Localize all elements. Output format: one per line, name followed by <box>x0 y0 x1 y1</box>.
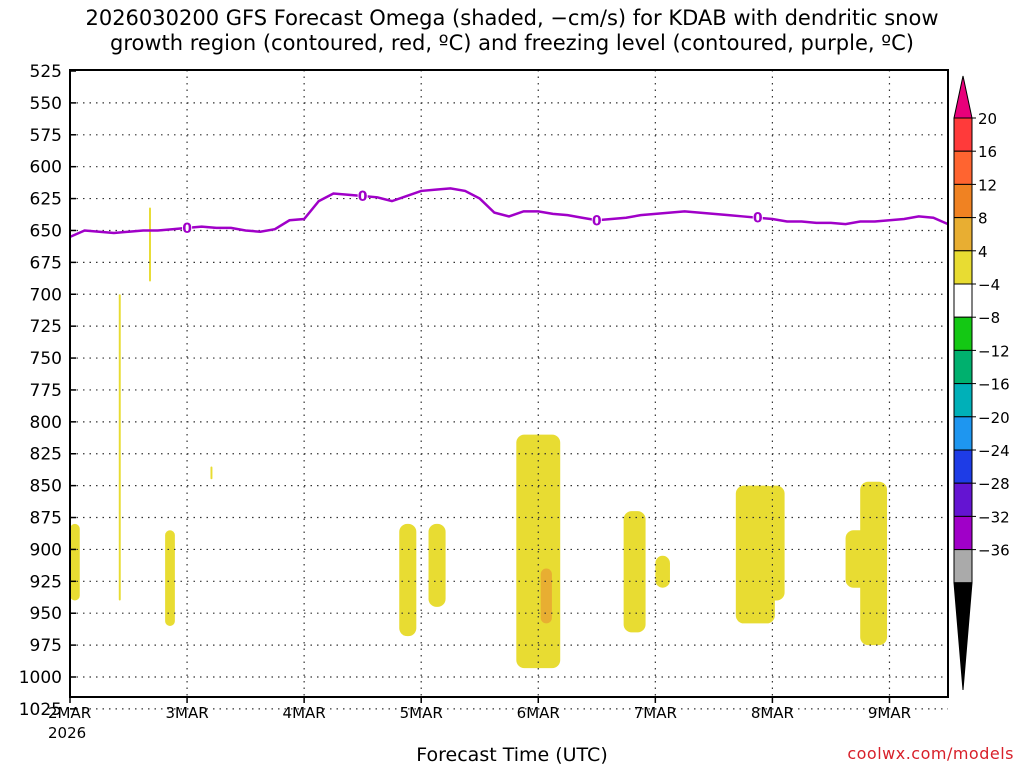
omega-region <box>540 568 552 624</box>
colorbar-swatch <box>953 117 973 152</box>
y-tick-label: 800 <box>30 413 62 433</box>
colorbar-swatch <box>953 250 973 285</box>
colorbar-swatch <box>953 316 973 351</box>
y-tick-label: 950 <box>30 604 62 624</box>
freezing-level-label-bg <box>752 209 763 225</box>
colorbar-bottom-arrow <box>953 582 973 691</box>
y-tick-label: 600 <box>30 158 62 178</box>
freezing-level-label-bg <box>182 219 193 235</box>
colorbar-label: −24 <box>978 442 1010 460</box>
y-tick-label: 575 <box>30 126 62 146</box>
colorbar-label: 20 <box>978 110 997 128</box>
x-tick-label: 4MAR <box>283 704 326 722</box>
colorbar-label: −20 <box>978 409 1010 427</box>
freezing-level-label-bg <box>591 212 602 228</box>
omega-region <box>70 523 80 601</box>
y-tick-label: 625 <box>30 190 62 210</box>
omega-region <box>623 511 646 633</box>
colorbar-swatch <box>953 482 973 517</box>
x-axis-title: Forecast Time (UTC) <box>416 744 608 766</box>
chart-title: 2026030200 GFS Forecast Omega (shaded, −… <box>85 6 939 55</box>
colorbar-label: 12 <box>978 176 997 194</box>
colorbar-swatch <box>953 283 973 318</box>
omega-region <box>399 523 417 637</box>
y-tick-label: 975 <box>30 636 62 656</box>
colorbar-label: −36 <box>978 542 1010 560</box>
y-tick-label: 750 <box>30 349 62 369</box>
colorbar-swatch <box>953 416 973 451</box>
x-tick-label: 9MAR <box>868 704 911 722</box>
freezing-level-labels: 0 0 0 0 <box>182 188 763 237</box>
colorbar-label: −28 <box>978 475 1010 493</box>
y-tick-label: 725 <box>30 317 62 337</box>
x-tick-label: 3MAR <box>165 704 208 722</box>
colorbar-swatch <box>953 449 973 484</box>
y-tick-label: 1025 <box>19 700 62 720</box>
y-tick-label: 875 <box>30 509 62 529</box>
omega-region <box>210 466 213 480</box>
x-tick-label: 8MAR <box>751 704 794 722</box>
watermark-link[interactable]: coolwx.com/models <box>847 744 1014 763</box>
y-tick-label: 825 <box>30 445 62 465</box>
y-tick-label: 900 <box>30 540 62 560</box>
y-tick-label: 925 <box>30 572 62 592</box>
colorbar-swatch <box>953 549 973 584</box>
omega-region <box>655 555 670 588</box>
x-tick-label: 2MAR <box>48 704 91 722</box>
y-tick-label: 775 <box>30 381 62 401</box>
freezing-level-label: 0 <box>182 221 192 237</box>
freezing-level-line <box>69 187 949 238</box>
colorbar: 20 16 12 8 4 −4 −8 −12 −16 −20 −24 −28 −32 −36 <box>953 75 1010 691</box>
y-tick-label: 675 <box>30 253 62 273</box>
omega-region <box>428 523 446 607</box>
y-tick-label: 650 <box>30 221 62 241</box>
y-tick-label: 850 <box>30 477 62 497</box>
colorbar-swatch <box>953 349 973 385</box>
colorbar-label: −32 <box>978 508 1010 526</box>
omega-shading-layer <box>70 207 888 669</box>
colorbar-swatch <box>953 183 973 219</box>
x-axis: 2MAR 3MAR 4MAR 5MAR 6MAR 7MAR 8MAR 9MAR 2026 <box>48 697 911 742</box>
colorbar-swatch <box>953 217 973 252</box>
freezing-level-label-bg <box>357 188 368 204</box>
colorbar-swatch <box>953 383 973 418</box>
colorbar-label: −16 <box>978 376 1010 394</box>
colorbar-label: 4 <box>978 243 988 261</box>
omega-region <box>165 530 175 626</box>
omega-region <box>149 207 151 282</box>
freezing-level-label: 0 <box>753 211 763 227</box>
colorbar-top-arrow <box>953 75 973 119</box>
x-tick-label: 6MAR <box>517 704 560 722</box>
omega-region <box>860 481 888 646</box>
colorbar-label: −12 <box>978 342 1010 360</box>
colorbar-label: −4 <box>978 276 1000 294</box>
y-axis: 525 550 575 600 625 650 675 700 725 750 775 800 825 8… <box>19 62 76 720</box>
y-tick-label: 550 <box>30 94 62 114</box>
colorbar-swatch <box>953 515 973 551</box>
y-tick-label: 1000 <box>19 668 62 688</box>
colorbar-label: −8 <box>978 309 1000 327</box>
x-year-label: 2026 <box>48 724 86 742</box>
freezing-level-label: 0 <box>592 213 602 229</box>
y-tick-label: 700 <box>30 285 62 305</box>
colorbar-label: 8 <box>978 210 988 228</box>
plot-frame <box>69 69 949 698</box>
y-tick-label: 525 <box>30 62 62 82</box>
colorbar-swatch <box>953 150 973 185</box>
omega-region <box>765 485 785 601</box>
omega-region <box>118 294 121 601</box>
freezing-level-label: 0 <box>358 189 368 205</box>
colorbar-label: 16 <box>978 143 997 161</box>
x-tick-label: 5MAR <box>400 704 443 722</box>
grid-layer <box>70 70 948 710</box>
x-tick-label: 7MAR <box>634 704 677 722</box>
